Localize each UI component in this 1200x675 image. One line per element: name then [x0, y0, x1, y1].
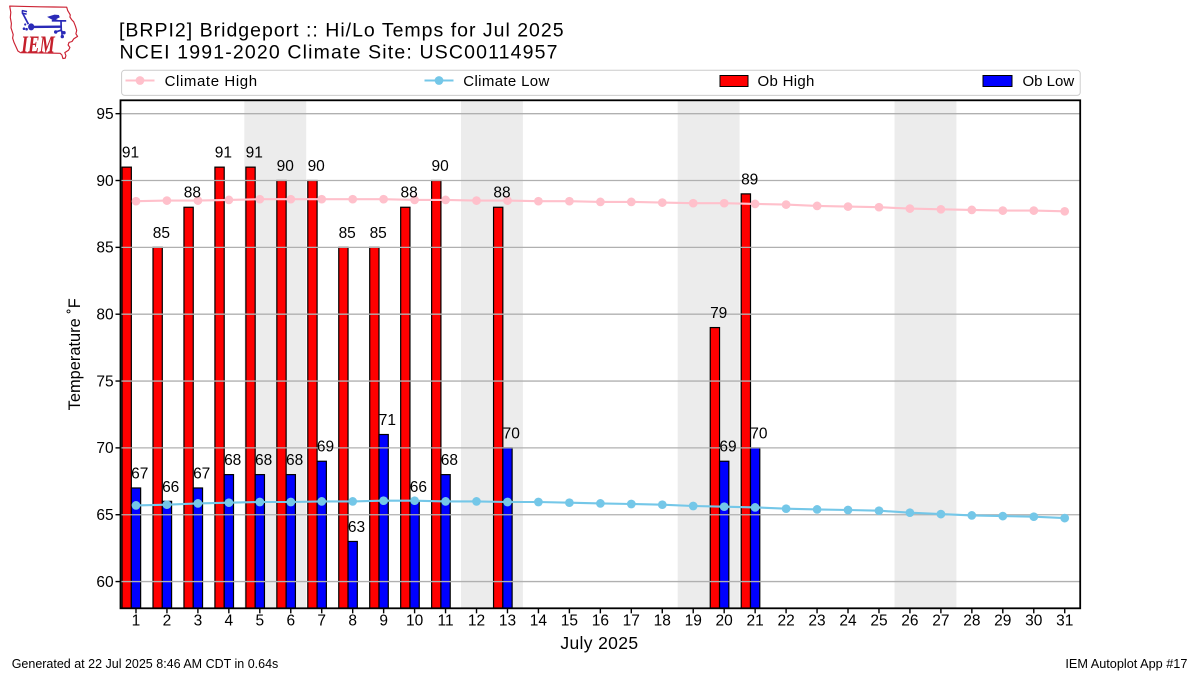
svg-text:68: 68 [441, 452, 458, 469]
svg-text:19: 19 [685, 613, 702, 630]
svg-text:July 2025: July 2025 [560, 633, 638, 653]
svg-text:14: 14 [530, 613, 548, 630]
svg-text:85: 85 [96, 240, 113, 257]
svg-text:26: 26 [901, 613, 918, 630]
svg-text:70: 70 [96, 440, 114, 457]
svg-text:31: 31 [1056, 613, 1073, 630]
svg-text:65: 65 [96, 507, 113, 524]
svg-text:1: 1 [132, 613, 141, 630]
svg-text:2: 2 [163, 613, 172, 630]
svg-text:27: 27 [932, 613, 949, 630]
svg-text:91: 91 [215, 145, 232, 162]
svg-text:20: 20 [716, 613, 734, 630]
svg-text:71: 71 [379, 412, 396, 429]
svg-text:90: 90 [277, 158, 295, 175]
svg-text:70: 70 [750, 425, 768, 442]
svg-text:68: 68 [255, 452, 272, 469]
svg-text:66: 66 [410, 479, 427, 496]
svg-text:91: 91 [246, 145, 263, 162]
svg-text:NCEI 1991-2020 Climate Site: U: NCEI 1991-2020 Climate Site: USC00114957 [120, 41, 559, 63]
svg-text:90: 90 [308, 158, 326, 175]
svg-text:8: 8 [348, 613, 357, 630]
svg-text:12: 12 [468, 613, 485, 630]
svg-text:21: 21 [747, 613, 764, 630]
svg-text:80: 80 [96, 306, 114, 323]
svg-text:5: 5 [255, 613, 264, 630]
svg-text:3: 3 [194, 613, 203, 630]
svg-text:67: 67 [131, 465, 148, 482]
svg-text:7: 7 [317, 613, 326, 630]
svg-text:10: 10 [406, 613, 424, 630]
svg-text:67: 67 [193, 465, 210, 482]
svg-text:66: 66 [162, 479, 179, 496]
svg-text:85: 85 [339, 225, 356, 242]
svg-text:63: 63 [348, 519, 365, 536]
svg-text:68: 68 [286, 452, 303, 469]
svg-text:25: 25 [870, 613, 887, 630]
svg-text:23: 23 [808, 613, 825, 630]
svg-text:Ob High: Ob High [758, 73, 815, 90]
svg-text:Temperature ˚F: Temperature ˚F [66, 298, 84, 410]
svg-text:70: 70 [503, 425, 521, 442]
svg-text:90: 90 [96, 173, 114, 190]
svg-text:IEM Autoplot App #17: IEM Autoplot App #17 [1065, 657, 1187, 671]
svg-text:18: 18 [654, 613, 671, 630]
svg-text:[BRPI2] Bridgeport :: Hi/Lo Te: [BRPI2] Bridgeport :: Hi/Lo Temps for Ju… [119, 20, 565, 42]
svg-text:68: 68 [224, 452, 241, 469]
svg-text:30: 30 [1025, 613, 1043, 630]
svg-text:91: 91 [122, 145, 139, 162]
svg-text:17: 17 [623, 613, 640, 630]
svg-text:60: 60 [96, 574, 114, 591]
svg-text:4: 4 [225, 613, 234, 630]
svg-text:22: 22 [777, 613, 794, 630]
svg-text:16: 16 [592, 613, 609, 630]
svg-text:88: 88 [493, 185, 510, 202]
svg-text:24: 24 [839, 613, 857, 630]
svg-text:6: 6 [286, 613, 295, 630]
svg-text:13: 13 [499, 613, 516, 630]
svg-text:89: 89 [741, 171, 758, 188]
svg-text:85: 85 [153, 225, 170, 242]
svg-text:IEM: IEM [21, 31, 56, 58]
svg-text:9: 9 [379, 613, 388, 630]
svg-text:79: 79 [710, 305, 727, 322]
svg-text:Climate High: Climate High [165, 73, 258, 90]
svg-text:29: 29 [994, 613, 1011, 630]
svg-text:Generated at 22 Jul 2025 8:46: Generated at 22 Jul 2025 8:46 AM CDT in … [12, 657, 279, 671]
svg-text:75: 75 [96, 373, 113, 390]
svg-text:69: 69 [719, 439, 736, 456]
svg-text:15: 15 [561, 613, 578, 630]
svg-text:28: 28 [963, 613, 980, 630]
svg-text:85: 85 [370, 225, 387, 242]
svg-text:69: 69 [317, 439, 334, 456]
svg-text:Climate Low: Climate Low [463, 73, 549, 90]
svg-text:88: 88 [400, 185, 417, 202]
svg-text:11: 11 [438, 613, 454, 630]
svg-text:88: 88 [184, 185, 201, 202]
svg-text:95: 95 [96, 106, 113, 123]
svg-text:Ob Low: Ob Low [1023, 73, 1075, 90]
svg-text:90: 90 [431, 158, 449, 175]
